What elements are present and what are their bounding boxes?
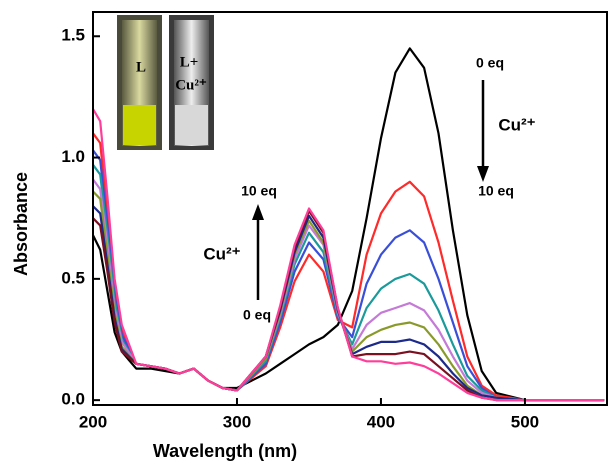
y-tick-label: 0.0 — [61, 390, 85, 409]
annotation: 0 eq — [476, 55, 504, 71]
annotation: 10 eq — [478, 183, 514, 199]
x-tick-label: 300 — [223, 412, 251, 431]
spectrum-line — [92, 190, 605, 402]
y-tick-label: 1.5 — [61, 26, 85, 45]
inset-label: Cu²⁺ — [175, 77, 207, 93]
spectrum-line — [92, 178, 605, 402]
arrows — [252, 80, 489, 300]
annotation: Cu²⁺ — [498, 115, 535, 134]
spectrum-line — [92, 164, 605, 402]
x-tick-label: 500 — [511, 412, 539, 431]
spectrum-line — [92, 132, 605, 402]
plot-frame — [92, 11, 608, 406]
x-tick-label: 400 — [367, 412, 395, 431]
annotation: Cu²⁺ — [203, 244, 240, 263]
annotation: 10 eq — [241, 183, 277, 199]
spectrum-line — [92, 47, 605, 402]
spectrum-line — [92, 108, 605, 402]
inset-label: L — [136, 59, 146, 75]
inset-label: L+ — [180, 54, 199, 70]
x-tick-label: 200 — [79, 412, 107, 431]
inset-photo — [117, 15, 214, 150]
y-axis-title: Absorbance — [11, 172, 31, 276]
y-tick-label: 0.5 — [61, 268, 85, 287]
annotation: 0 eq — [243, 307, 271, 323]
spectrum-line — [92, 149, 605, 402]
x-axis-title: Wavelength (nm) — [153, 441, 297, 461]
y-tick-label: 1.0 — [61, 147, 85, 166]
